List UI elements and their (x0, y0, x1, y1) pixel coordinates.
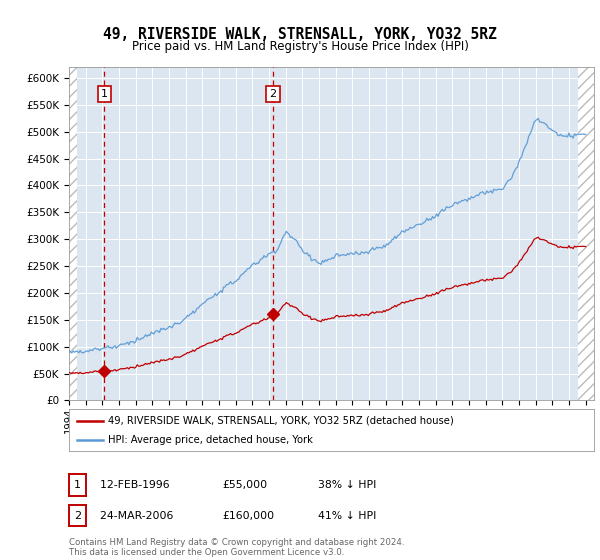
Text: 12-FEB-1996: 12-FEB-1996 (93, 480, 170, 490)
Text: 2: 2 (74, 511, 81, 521)
Text: 24-MAR-2006: 24-MAR-2006 (93, 511, 173, 521)
Text: 49, RIVERSIDE WALK, STRENSALL, YORK, YO32 5RZ: 49, RIVERSIDE WALK, STRENSALL, YORK, YO3… (103, 27, 497, 42)
Text: Contains HM Land Registry data © Crown copyright and database right 2024.
This d: Contains HM Land Registry data © Crown c… (69, 538, 404, 557)
Bar (69, 67, 77, 400)
Text: £55,000: £55,000 (222, 480, 267, 490)
Text: Price paid vs. HM Land Registry's House Price Index (HPI): Price paid vs. HM Land Registry's House … (131, 40, 469, 53)
Text: 1: 1 (74, 480, 81, 490)
Text: 49, RIVERSIDE WALK, STRENSALL, YORK, YO32 5RZ (detached house): 49, RIVERSIDE WALK, STRENSALL, YORK, YO3… (109, 416, 454, 426)
Text: 38% ↓ HPI: 38% ↓ HPI (318, 480, 376, 490)
Text: £160,000: £160,000 (222, 511, 274, 521)
Text: 2: 2 (269, 89, 277, 99)
Text: 1: 1 (101, 89, 108, 99)
Bar (578, 67, 600, 400)
Text: HPI: Average price, detached house, York: HPI: Average price, detached house, York (109, 435, 313, 445)
Text: 41% ↓ HPI: 41% ↓ HPI (318, 511, 376, 521)
